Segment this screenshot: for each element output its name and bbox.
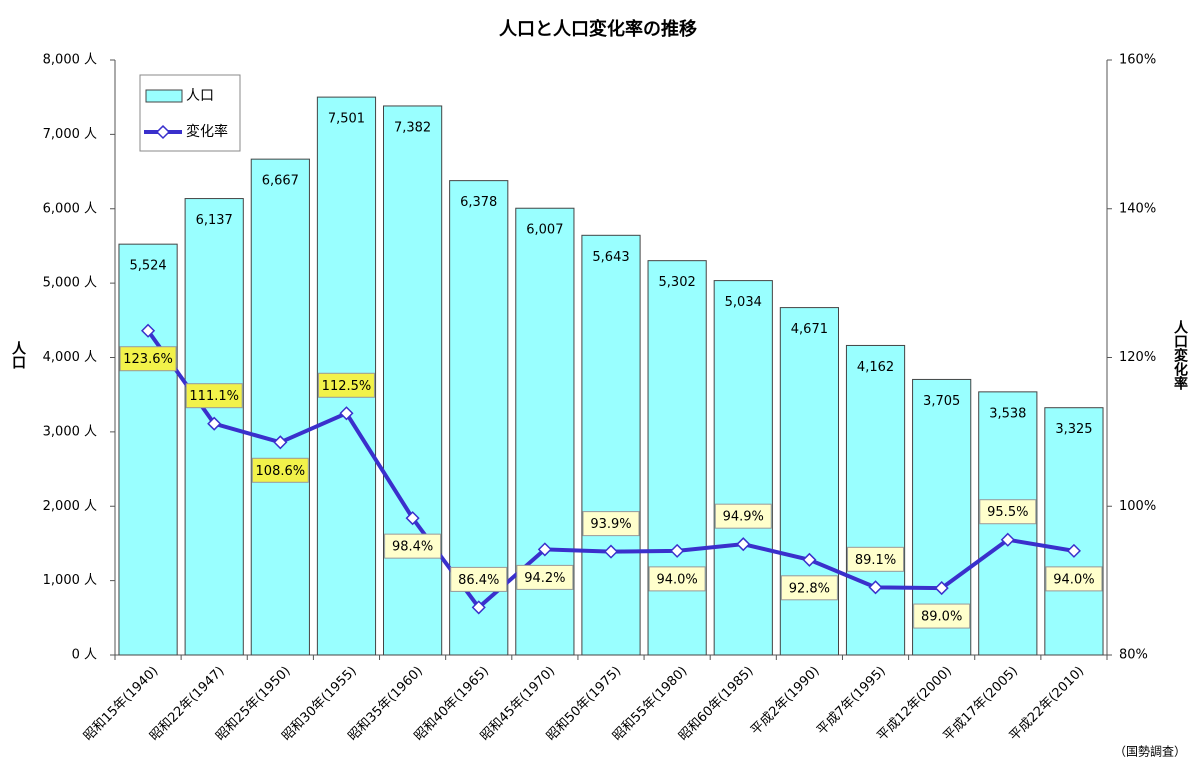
bar — [845, 344, 906, 656]
y2-tick-label: 140% — [1119, 201, 1156, 216]
bar-value-label: 6,378 — [460, 195, 497, 210]
marker — [405, 511, 420, 526]
bar-value-label: 3,325 — [1055, 422, 1092, 437]
line-value-label: 108.6% — [256, 464, 306, 479]
y2-tick-label: 100% — [1119, 499, 1156, 514]
line-value-label: 112.5% — [322, 379, 372, 394]
y2-tick-label: 160% — [1119, 53, 1156, 68]
line-label-box — [119, 346, 177, 372]
y-tick-label: 0 人 — [72, 648, 97, 663]
bar — [581, 234, 641, 656]
marker — [273, 435, 288, 450]
bar-value-label: 6,007 — [526, 223, 563, 238]
line-value-label: 89.0% — [921, 610, 962, 625]
bar-value-label: 7,382 — [394, 120, 431, 135]
line-label-box — [317, 372, 375, 398]
line-label-box — [847, 546, 905, 572]
legend-label: 変化率 — [186, 123, 228, 140]
marker — [1066, 543, 1081, 558]
bar-value-label: 5,524 — [129, 259, 166, 274]
marker — [471, 600, 486, 615]
y2-axis-label: 人口変化率 — [1172, 319, 1188, 391]
line-value-label: 93.9% — [590, 517, 631, 532]
line-value-label: 95.5% — [987, 505, 1028, 520]
line-value-label: 94.0% — [1053, 572, 1094, 587]
legend-label: 人口 — [186, 88, 214, 104]
marker — [736, 537, 751, 552]
bar — [1044, 407, 1104, 656]
marker — [603, 544, 619, 559]
line-value-label: 92.8% — [789, 581, 830, 596]
line-value-label: 86.4% — [458, 573, 499, 588]
line-label-box — [780, 575, 838, 601]
y-tick-label: 5,000 人 — [43, 276, 97, 291]
y-tick-label: 8,000 人 — [43, 53, 97, 68]
line-label-box — [714, 503, 772, 529]
y2-tick-label: 80% — [1119, 648, 1148, 663]
bar-value-label: 3,538 — [989, 406, 1026, 421]
x-tick-label: 平成7年(1995) — [814, 664, 889, 739]
line-label-box — [185, 383, 243, 409]
marker — [670, 543, 685, 558]
line-value-label: 94.0% — [656, 572, 697, 587]
y-tick-label: 4,000 人 — [43, 350, 97, 365]
line-label-box — [648, 566, 706, 592]
marker — [868, 580, 883, 595]
line-label-box — [582, 511, 640, 537]
y2-tick-label: 120% — [1119, 350, 1156, 365]
chart-title: 人口と人口変化率の推移 — [499, 18, 697, 40]
bar — [118, 243, 178, 656]
bar — [383, 105, 443, 656]
legend-marker — [155, 124, 171, 140]
marker — [339, 406, 354, 421]
line-value-label: 111.1% — [189, 389, 239, 404]
marker — [141, 323, 156, 338]
line-label-box — [450, 566, 508, 592]
line-value-label: 89.1% — [855, 553, 896, 568]
bar-value-label: 6,137 — [196, 213, 233, 228]
y-tick-label: 1,000 人 — [43, 573, 97, 588]
line-value-label: 94.2% — [524, 571, 565, 586]
marker — [537, 542, 552, 557]
x-tick-label: 平成2年(1990) — [748, 664, 823, 739]
line-label-box — [913, 603, 971, 629]
annotation: （国勢調査） — [1114, 744, 1186, 759]
bar — [250, 158, 310, 656]
line-label-box — [251, 457, 309, 483]
marker — [934, 581, 949, 596]
bar-value-label: 6,667 — [262, 174, 299, 189]
y-tick-label: 6,000 人 — [43, 201, 97, 216]
legend-swatch — [145, 89, 183, 103]
bar-value-label: 5,643 — [592, 250, 629, 265]
bar-value-label: 4,162 — [857, 360, 894, 375]
marker — [802, 552, 817, 567]
line-label-box — [979, 499, 1037, 525]
y-tick-label: 7,000 人 — [43, 127, 97, 142]
legend-box — [139, 74, 241, 152]
line-value-label: 94.9% — [723, 510, 764, 525]
bar — [647, 260, 707, 656]
y-axis-label: 人口 — [10, 340, 26, 369]
line-label-box — [1045, 566, 1103, 592]
bar-value-label: 3,705 — [923, 394, 960, 409]
line-label-box — [384, 533, 442, 559]
bar-value-label: 5,034 — [725, 295, 762, 310]
bar-value-label: 7,501 — [328, 112, 365, 127]
marker — [207, 416, 222, 431]
bar-value-label: 4,671 — [791, 322, 828, 337]
y-tick-label: 2,000 人 — [43, 499, 97, 514]
marker — [1000, 532, 1015, 547]
bar — [779, 307, 839, 656]
y-tick-label: 3,000 人 — [43, 424, 97, 439]
bar — [713, 280, 773, 656]
bar-value-label: 5,302 — [659, 275, 696, 290]
line-value-label: 98.4% — [392, 540, 433, 555]
line-value-label: 123.6% — [123, 352, 173, 367]
line-label-box — [516, 564, 574, 590]
